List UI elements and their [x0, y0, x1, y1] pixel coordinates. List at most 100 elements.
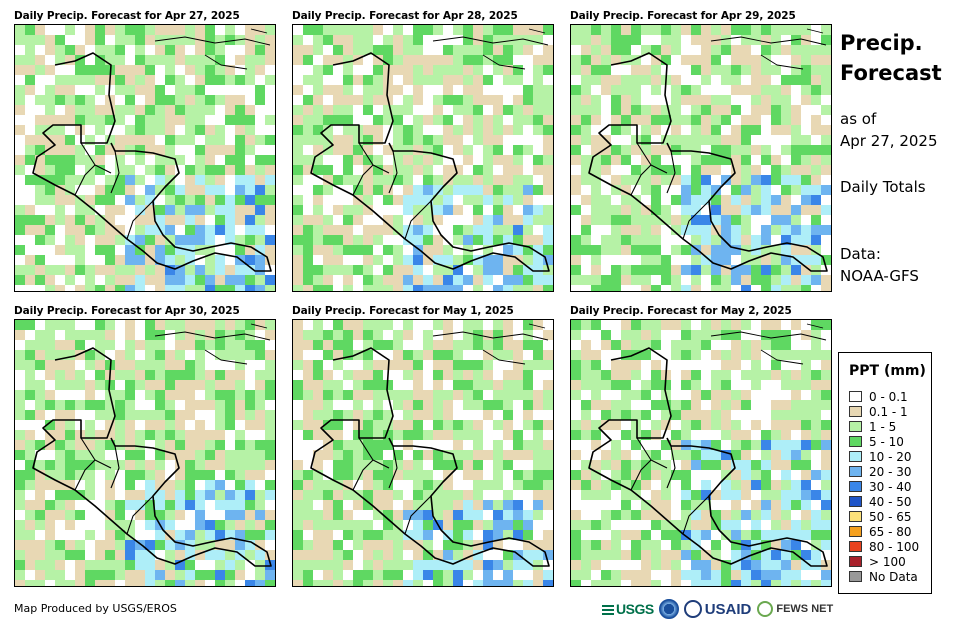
precip-cell	[761, 430, 771, 440]
precip-cell	[751, 185, 761, 195]
precip-cell	[393, 460, 403, 470]
precip-cell	[15, 235, 25, 245]
precip-cell	[135, 55, 145, 65]
panel-title: Daily Precip. Forecast for Apr 27, 2025	[14, 10, 240, 22]
precip-cell	[235, 45, 245, 55]
precip-cell	[533, 510, 543, 520]
precip-cell	[463, 275, 473, 285]
precip-cell	[761, 580, 771, 586]
precip-cell	[433, 410, 443, 420]
precip-cell	[433, 55, 443, 65]
precip-cell	[711, 25, 721, 35]
precip-cell	[731, 320, 741, 330]
precip-cell	[265, 65, 275, 75]
precip-cell	[821, 540, 831, 550]
precip-cell	[85, 570, 95, 580]
precip-cell	[781, 55, 791, 65]
precip-cell	[135, 175, 145, 185]
precip-cell	[611, 155, 621, 165]
precip-cell	[503, 530, 513, 540]
precip-cell	[741, 185, 751, 195]
precip-cell	[731, 480, 741, 490]
precip-cell	[175, 450, 185, 460]
precip-cell	[771, 480, 781, 490]
precip-cell	[155, 75, 165, 85]
precip-cell	[65, 460, 75, 470]
precip-cell	[811, 480, 821, 490]
precip-cell	[25, 165, 35, 175]
precip-cell	[135, 85, 145, 95]
precip-cell	[581, 105, 591, 115]
precip-cell	[215, 420, 225, 430]
precip-cell	[493, 320, 503, 330]
precip-cell	[125, 265, 135, 275]
precip-cell	[155, 400, 165, 410]
precip-cell	[671, 265, 681, 275]
precip-cell	[333, 235, 343, 245]
precip-cell	[701, 285, 711, 291]
precip-cell	[55, 195, 65, 205]
precip-cell	[185, 460, 195, 470]
precip-cell	[791, 135, 801, 145]
precip-cell	[631, 390, 641, 400]
precip-cell	[25, 35, 35, 45]
precip-cell	[343, 155, 353, 165]
precip-cell	[363, 550, 373, 560]
precip-cell	[145, 550, 155, 560]
precip-cell	[453, 65, 463, 75]
precip-cell	[453, 35, 463, 45]
precip-cell	[373, 115, 383, 125]
precip-cell	[513, 45, 523, 55]
precip-cell	[423, 55, 433, 65]
precip-cell	[55, 500, 65, 510]
precip-cell	[105, 145, 115, 155]
precip-cell	[75, 320, 85, 330]
precip-cell	[235, 225, 245, 235]
precip-cell	[353, 570, 363, 580]
precip-cell	[691, 205, 701, 215]
precip-cell	[503, 410, 513, 420]
precip-cell	[721, 390, 731, 400]
legend-label: 30 - 40	[869, 479, 912, 494]
precip-cell	[543, 255, 553, 265]
precip-cell	[463, 145, 473, 155]
precip-cell	[35, 135, 45, 145]
precip-cell	[165, 390, 175, 400]
precip-cell	[483, 550, 493, 560]
precip-cell	[35, 205, 45, 215]
precip-cell	[611, 165, 621, 175]
precip-cell	[801, 205, 811, 215]
precip-cell	[65, 540, 75, 550]
precip-cell	[35, 75, 45, 85]
precip-cell	[771, 165, 781, 175]
precip-cell	[25, 410, 35, 420]
precip-cell	[393, 25, 403, 35]
precip-cell	[255, 340, 265, 350]
precip-cell	[483, 195, 493, 205]
precip-cell	[313, 480, 323, 490]
precip-cell	[523, 550, 533, 560]
precip-cell	[175, 340, 185, 350]
precip-cell	[443, 165, 453, 175]
precip-cell	[303, 460, 313, 470]
precip-cell	[661, 500, 671, 510]
precip-cell	[245, 520, 255, 530]
precip-cell	[323, 165, 333, 175]
precip-cell	[621, 135, 631, 145]
precip-cell	[25, 235, 35, 245]
precip-cell	[611, 95, 621, 105]
precip-cell	[701, 35, 711, 45]
precip-cell	[771, 75, 781, 85]
precip-cell	[205, 185, 215, 195]
precip-cell	[791, 410, 801, 420]
precip-cell	[671, 490, 681, 500]
precip-cell	[453, 440, 463, 450]
precip-cell	[513, 380, 523, 390]
precip-cell	[821, 320, 831, 330]
precip-cell	[333, 330, 343, 340]
precip-cell	[811, 320, 821, 330]
precip-cell	[215, 175, 225, 185]
precip-cell	[125, 420, 135, 430]
precip-cell	[771, 205, 781, 215]
precip-cell	[791, 530, 801, 540]
